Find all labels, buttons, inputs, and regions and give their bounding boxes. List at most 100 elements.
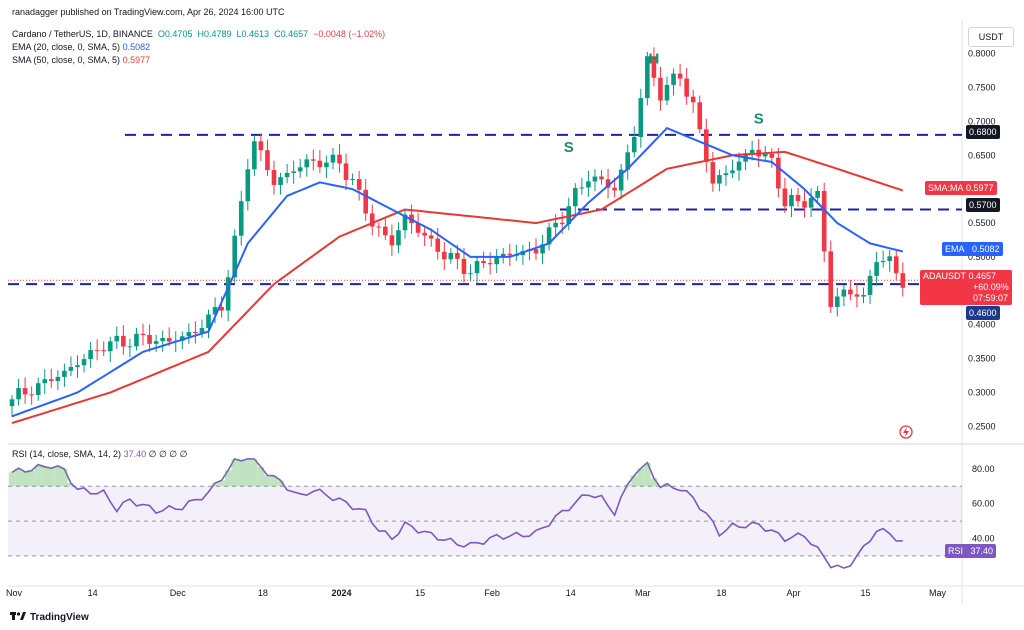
sma-flag-label: SMA:MA: [928, 183, 964, 193]
candle-body: [500, 253, 506, 257]
candle-body: [658, 77, 663, 101]
candle-body: [153, 341, 159, 344]
candle-body: [651, 56, 657, 78]
time-tick-label: Feb: [484, 588, 500, 598]
candle-body: [88, 350, 93, 360]
candle-body: [160, 337, 165, 342]
candle-body: [690, 96, 696, 103]
rsi-legend[interactable]: RSI (14, close, SMA, 14, 2) 37.40 ∅ ∅ ∅ …: [12, 449, 187, 460]
candle-body: [304, 159, 310, 168]
candle-body: [874, 262, 879, 276]
candle-body: [848, 289, 853, 295]
candle-body: [402, 214, 408, 231]
candle-body: [697, 102, 703, 130]
candle-body: [461, 258, 467, 274]
price-tick-label: 0.2500: [968, 421, 996, 431]
candle-body: [887, 256, 892, 261]
price-tick-label: 0.4000: [968, 320, 996, 330]
candle-body: [828, 251, 834, 307]
currency-button[interactable]: USDT: [968, 27, 1014, 47]
level-680-flag: 0.6800: [966, 125, 1000, 139]
candle-body: [455, 252, 460, 259]
candle-body: [22, 388, 28, 395]
price-tick-label: 0.6500: [968, 150, 996, 160]
ema-legend[interactable]: EMA (20, close, 0, SMA, 5) 0.5082: [12, 42, 150, 53]
candle-body: [782, 188, 788, 207]
candle-body: [271, 170, 277, 185]
flash-icon: [899, 425, 913, 439]
candle-body: [9, 399, 15, 407]
candle-body: [605, 179, 611, 188]
candle-body: [193, 332, 198, 334]
candle-body: [75, 365, 80, 368]
candle-body: [81, 359, 87, 366]
sma-legend[interactable]: SMA (50, close, 0, SMA, 5) 0.5977: [12, 55, 150, 66]
candle-body: [101, 350, 106, 352]
candle-body: [258, 141, 264, 151]
candle-body: [893, 256, 899, 274]
candle-body: [166, 337, 172, 342]
candle-body: [821, 190, 827, 252]
ema-line: [11, 126, 904, 418]
sma-legend-label: SMA (50, close, 0, SMA, 5): [12, 55, 121, 65]
candle-body: [199, 328, 205, 333]
rsi-tick-label: 60.00: [972, 499, 995, 509]
candle-body: [618, 169, 624, 191]
rsi-flag-value: 37.40: [970, 546, 994, 556]
candle-body: [232, 235, 237, 278]
candle-body: [435, 238, 441, 252]
candle-body: [835, 296, 840, 307]
candle-body: [107, 341, 113, 352]
candle-body: [880, 260, 886, 263]
time-tick-label: 15: [415, 588, 425, 598]
candle-body: [180, 336, 185, 341]
candle-body: [540, 244, 545, 254]
candle-body: [704, 129, 709, 163]
candle-body: [448, 252, 454, 260]
candle-body: [546, 227, 552, 245]
tradingview-logo[interactable]: TradingView: [10, 611, 89, 624]
candle-body: [625, 152, 630, 170]
candle-body: [749, 149, 755, 154]
candle-body: [566, 206, 572, 225]
price-tick-label: 0.7500: [968, 82, 996, 92]
candle-body: [219, 307, 224, 311]
candle-body: [762, 153, 768, 157]
pattern-annotation-label: S: [754, 110, 764, 127]
candle-body: [311, 159, 316, 161]
candle-body: [343, 163, 349, 180]
candle-body: [776, 157, 781, 189]
flash-icon-bolt: [903, 427, 909, 437]
candle-body: [631, 137, 637, 153]
candle-body: [35, 383, 41, 396]
candle-body: [422, 232, 427, 236]
price-tick-label: 0.3000: [968, 388, 996, 398]
ticker-label: ADAUSDT: [923, 271, 967, 281]
candle-body: [376, 226, 382, 228]
candle-body: [507, 253, 513, 256]
high-value: H0.4789: [197, 29, 232, 39]
last-price-flag: ADAUSDT 0.4657 +60.09% 07:59:07: [920, 270, 1012, 305]
candle-body: [736, 161, 742, 171]
tradingview-logo-icon: [10, 611, 26, 624]
candle-body: [474, 261, 480, 274]
time-tick-label: Apr: [786, 588, 800, 598]
candle-body: [363, 189, 368, 214]
ema-price-flag: EMA 0.5082: [942, 242, 1003, 256]
candle-body: [612, 187, 617, 191]
candle-body: [717, 175, 722, 184]
candle-body: [573, 188, 578, 207]
candle-body: [710, 162, 716, 184]
candle-body: [671, 73, 676, 85]
candle-body: [808, 197, 814, 208]
candle-body: [291, 171, 296, 173]
candle-body: [42, 379, 48, 384]
candle-body: [841, 289, 847, 297]
ema-flag-value: 0.5082: [972, 244, 1000, 254]
candle-body: [16, 388, 21, 400]
candle-body: [330, 154, 336, 163]
candle-body: [337, 154, 342, 164]
candle-body: [592, 176, 598, 182]
candle-body: [62, 370, 67, 377]
